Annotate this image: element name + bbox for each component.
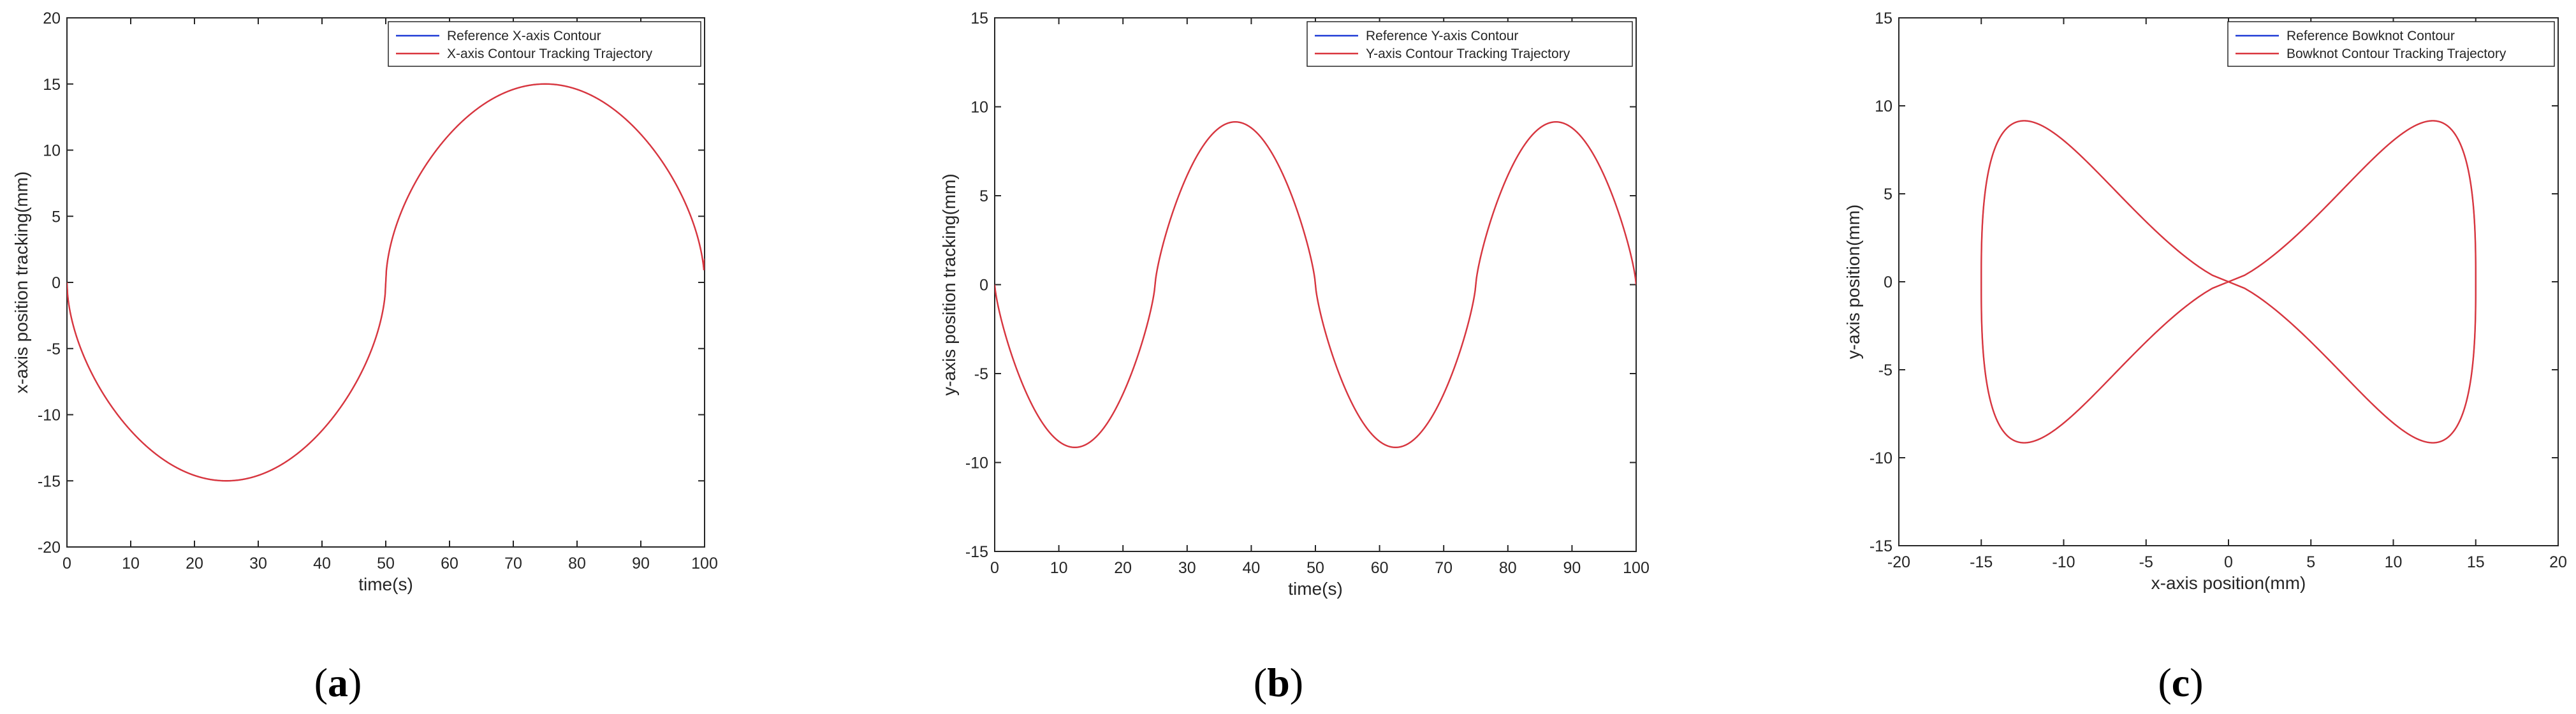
x-tick-label: -20 <box>1887 553 1910 571</box>
x-tick-label: 60 <box>441 555 458 572</box>
y-tick-label: 0 <box>52 274 61 292</box>
y-tick-label: 5 <box>1884 186 1892 203</box>
legend: Reference Bowknot Contour Bowknot Contour… <box>2227 21 2555 67</box>
y-tick-label: 10 <box>1875 98 1892 115</box>
y-axis-label: x-axis position tracking(mm) <box>11 171 31 394</box>
y-tick-label: -15 <box>965 543 988 561</box>
y-tick-label: -5 <box>1878 361 1892 379</box>
x-tick-label: 10 <box>1050 559 1068 577</box>
y-axis-label: y-axis position tracking(mm) <box>939 173 959 396</box>
y-tick-label: 15 <box>43 76 61 94</box>
x-tick-label: 15 <box>2467 553 2485 571</box>
legend-entry: Bowknot Contour Tracking Trajectory <box>2287 47 2506 61</box>
panel-caption: (a) <box>314 660 362 705</box>
x-tick-label: 50 <box>377 555 395 572</box>
y-tick-label: 5 <box>52 208 61 226</box>
y-tick-label: -10 <box>1870 449 1892 467</box>
x-tick-label: 100 <box>1623 559 1650 577</box>
legend-box <box>2227 21 2555 67</box>
panel-caption: (b) <box>1254 660 1303 705</box>
y-tick-label: -5 <box>974 365 988 383</box>
x-tick-label: 100 <box>691 555 718 572</box>
y-tick-label: -20 <box>38 539 61 557</box>
y-tick-label: 15 <box>1875 10 1892 27</box>
legend-box <box>388 21 701 67</box>
y-tick-label: 10 <box>43 142 61 160</box>
y-tick-label: 5 <box>979 187 988 205</box>
x-axis-label: x-axis position(mm) <box>2151 573 2306 593</box>
x-tick-label: 30 <box>1178 559 1196 577</box>
x-tick-label: 30 <box>249 555 267 572</box>
chart-panel-b: 0 10 20 30 40 50 60 70 80 90 100 -15 -10 -5 0 5 10 15 time… <box>939 10 1650 705</box>
legend: Reference X-axis Contour X-axis Contour T… <box>388 21 701 67</box>
x-tick-label: 20 <box>2549 553 2567 571</box>
legend-entry: Reference Y-axis Contour <box>1366 29 1518 43</box>
legend-entry: Reference X-axis Contour <box>447 29 601 43</box>
y-axis-label: y-axis position(mm) <box>1843 205 1863 360</box>
y-tick-label: 15 <box>970 10 988 27</box>
x-axis-label: time(s) <box>358 574 413 594</box>
x-tick-label: -10 <box>2052 553 2075 571</box>
y-tick-label: -10 <box>965 455 988 472</box>
x-tick-label: 40 <box>313 555 331 572</box>
chart-panel-a: 0 10 20 30 40 50 60 70 80 90 100 -20 -15 -10 -5 0 5 10 15 2… <box>11 10 718 705</box>
y-tick-label: 0 <box>1884 273 1892 291</box>
panel-caption: (c) <box>2158 660 2203 705</box>
x-tick-label: 10 <box>122 555 140 572</box>
x-tick-label: -5 <box>2139 553 2153 571</box>
legend-entry: Reference Bowknot Contour <box>2287 29 2455 43</box>
x-tick-label: -15 <box>1970 553 1993 571</box>
y-tick-label: -10 <box>38 407 61 425</box>
legend-entry: Y-axis Contour Tracking Trajectory <box>1366 47 1570 61</box>
x-tick-label: 0 <box>2224 553 2233 571</box>
series-line-tracking <box>67 83 705 482</box>
x-tick-label: 60 <box>1371 559 1389 577</box>
y-tick-label: -5 <box>47 340 61 358</box>
x-tick-label: 0 <box>990 559 999 577</box>
y-tick-label: -15 <box>38 472 61 490</box>
x-tick-label: 50 <box>1306 559 1324 577</box>
x-tick-label: 90 <box>1563 559 1581 577</box>
x-tick-label: 20 <box>186 555 203 572</box>
x-tick-label: 90 <box>632 555 650 572</box>
x-tick-label: 10 <box>2385 553 2403 571</box>
x-tick-label: 5 <box>2306 553 2315 571</box>
x-axis-label: time(s) <box>1288 579 1343 599</box>
x-tick-label: 40 <box>1242 559 1260 577</box>
x-tick-label: 20 <box>1114 559 1132 577</box>
series-line-tracking <box>1980 120 2477 444</box>
y-tick-label: 0 <box>979 277 988 295</box>
x-tick-label: 80 <box>568 555 586 572</box>
legend: Reference Y-axis Contour Y-axis Contour T… <box>1306 21 1633 67</box>
legend-box <box>1306 21 1633 67</box>
chart-panel-c: -20 -15 -10 -5 0 5 10 15 20-15-10-5051015x-axis … <box>1843 10 2567 705</box>
legend-entry: X-axis Contour Tracking Trajectory <box>447 47 653 61</box>
y-tick-label: 10 <box>970 99 988 117</box>
series-line-tracking <box>995 121 1636 448</box>
x-tick-label: 80 <box>1499 559 1517 577</box>
y-tick-label: -15 <box>1870 537 1892 555</box>
x-tick-label: 70 <box>1435 559 1453 577</box>
y-tick-label: 20 <box>43 10 61 27</box>
x-tick-label: 70 <box>504 555 522 572</box>
x-tick-label: 0 <box>62 555 71 572</box>
